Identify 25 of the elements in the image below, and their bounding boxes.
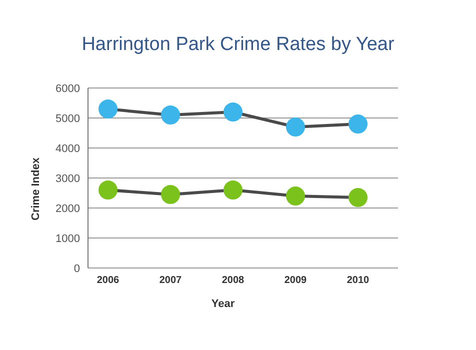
y-tick-label: 1000 xyxy=(56,232,80,245)
chart-title: Harrington Park Crime Rates by Year xyxy=(80,34,396,56)
y-tick-label: 2000 xyxy=(56,202,80,215)
x-tick-label: 2006 xyxy=(96,275,120,286)
y-tick-label: 5000 xyxy=(56,112,80,125)
x-tick-label: 2008 xyxy=(222,275,245,286)
point xyxy=(224,102,242,122)
point xyxy=(348,188,368,207)
point xyxy=(161,185,180,204)
point xyxy=(286,118,305,136)
point xyxy=(98,180,118,200)
y-tick-label: 3000 xyxy=(56,172,80,185)
y-axis-title: Crime Index xyxy=(30,156,42,222)
y-tick-label: 6000 xyxy=(56,82,80,95)
point xyxy=(161,106,180,124)
point xyxy=(98,100,118,118)
x-axis-title: Year xyxy=(210,298,236,310)
point xyxy=(286,186,305,206)
y-tick-label: 4000 xyxy=(56,142,80,155)
x-tick-label: 2010 xyxy=(346,275,370,286)
x-tick-label: 2007 xyxy=(159,275,182,286)
x-tick-label: 2009 xyxy=(284,275,308,286)
point xyxy=(224,180,242,200)
point xyxy=(348,114,368,134)
y-tick-label: 0 xyxy=(74,262,80,275)
